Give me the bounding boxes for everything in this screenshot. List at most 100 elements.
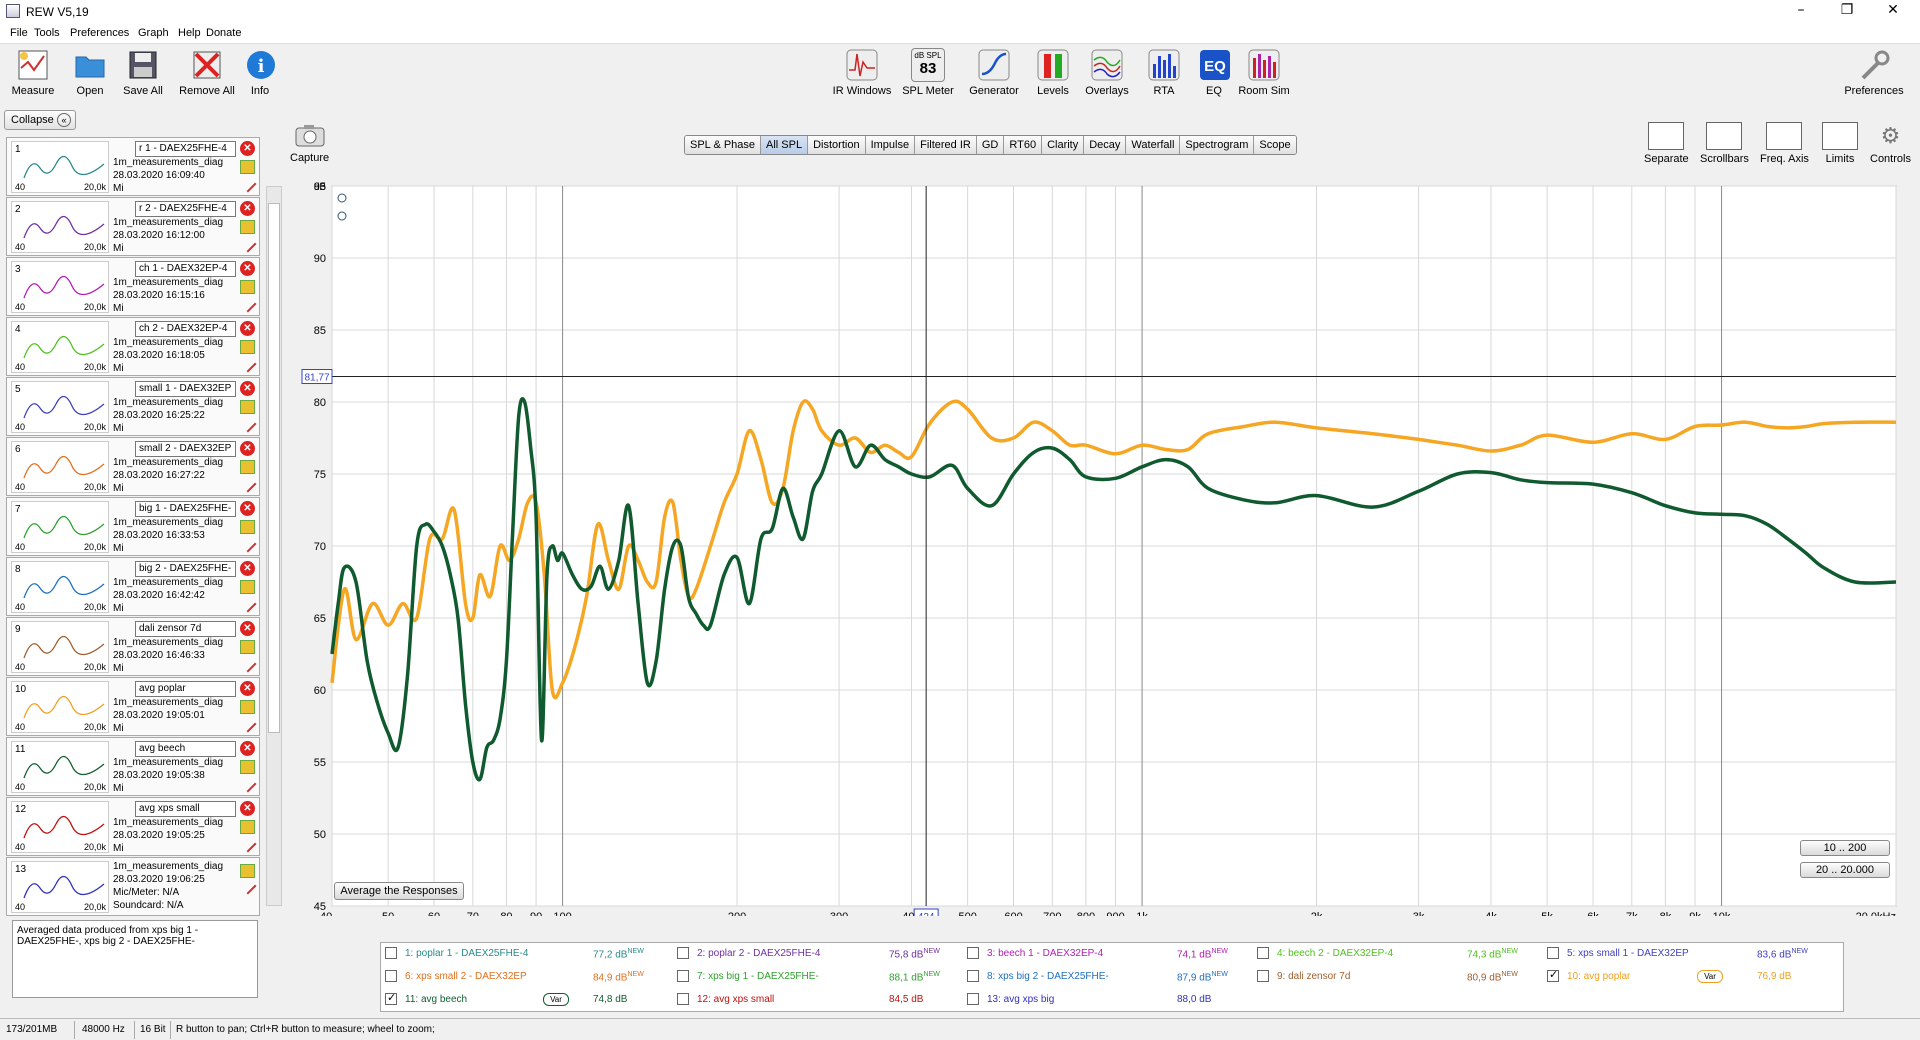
trace-checkbox[interactable]: ✓ xyxy=(1547,969,1559,982)
save-measurement-icon[interactable] xyxy=(240,520,255,534)
trace-checkbox[interactable] xyxy=(385,970,397,982)
tab-waterfall[interactable]: Waterfall xyxy=(1126,136,1181,154)
edit-pencil-icon[interactable] xyxy=(239,775,257,793)
trace-checkbox[interactable] xyxy=(677,993,689,1005)
trace-checkbox[interactable]: ✓ xyxy=(385,992,397,1005)
measurement-name-field[interactable]: ch 1 - DAEX32EP-4 xyxy=(135,261,236,277)
tab-rt60[interactable]: RT60 xyxy=(1004,136,1043,154)
save-measurement-icon[interactable] xyxy=(240,280,255,294)
delete-measurement-icon[interactable]: ✕ xyxy=(240,741,255,756)
delete-measurement-icon[interactable]: ✕ xyxy=(240,261,255,276)
measurement-item[interactable]: 6 40 20,0k small 2 - DAEX32EP 1m_measurement… xyxy=(6,437,260,496)
menu-donate[interactable]: Donate xyxy=(206,27,242,39)
save-measurement-icon[interactable] xyxy=(240,760,255,774)
edit-pencil-icon[interactable] xyxy=(239,715,257,733)
measurement-item[interactable]: 10 40 20,0k avg poplar 1m_measurements_diag 2… xyxy=(6,677,260,736)
save-all-button[interactable]: Save All xyxy=(120,48,166,97)
freq-axis-button[interactable]: Freq. Axis xyxy=(1760,122,1809,165)
edit-pencil-icon[interactable] xyxy=(239,475,257,493)
save-measurement-icon[interactable] xyxy=(240,400,255,414)
save-measurement-icon[interactable] xyxy=(240,340,255,354)
trace-checkbox[interactable] xyxy=(677,970,689,982)
measurement-name-field[interactable]: r 2 - DAEX25FHE-4 xyxy=(135,201,236,217)
capture-button[interactable]: Capture xyxy=(290,122,329,164)
range-button[interactable]: 10 .. 200 xyxy=(1800,840,1890,856)
measurement-name-field[interactable]: small 2 - DAEX32EP xyxy=(135,441,236,457)
measurement-name-field[interactable]: big 2 - DAEX25FHE- xyxy=(135,561,236,577)
measurement-item[interactable]: 11 40 20,0k avg beech 1m_measurements_diag 28… xyxy=(6,737,260,796)
edit-pencil-icon[interactable] xyxy=(239,175,257,193)
measurement-name-field[interactable]: avg poplar xyxy=(135,681,236,697)
delete-measurement-icon[interactable]: ✕ xyxy=(240,801,255,816)
delete-measurement-icon[interactable]: ✕ xyxy=(240,321,255,336)
room-sim-button[interactable]: Room Sim xyxy=(1236,48,1292,97)
tab-impulse[interactable]: Impulse xyxy=(865,136,916,154)
measurement-name-field[interactable]: dali zensor 7d xyxy=(135,621,236,637)
delete-measurement-icon[interactable]: ✕ xyxy=(240,501,255,516)
measurement-item[interactable]: 5 40 20,0k small 1 - DAEX32EP 1m_measurement… xyxy=(6,377,260,436)
measurement-list-scrollbar[interactable] xyxy=(266,186,282,906)
tab-all-spl[interactable]: All SPL xyxy=(761,136,809,154)
rta-button[interactable]: RTA xyxy=(1146,48,1182,97)
remove-all-button[interactable]: Remove All xyxy=(178,48,236,97)
measurement-name-field[interactable]: avg beech xyxy=(135,741,236,757)
delete-measurement-icon[interactable]: ✕ xyxy=(240,621,255,636)
trace-checkbox[interactable] xyxy=(967,970,979,982)
save-measurement-icon[interactable] xyxy=(240,220,255,234)
info-button[interactable]: i Info xyxy=(244,48,276,97)
measurement-item[interactable]: 8 40 20,0k big 2 - DAEX25FHE- 1m_measurement… xyxy=(6,557,260,616)
menu-preferences[interactable]: Preferences xyxy=(70,27,130,39)
spl-graph-svg[interactable]: 95 90 85 80 75 70 65 60 55 50 45 dB 40 50 60 70 80 90 100 2… xyxy=(290,178,1904,939)
menu-graph[interactable]: Graph xyxy=(138,27,169,39)
open-button[interactable]: Open xyxy=(70,48,110,97)
tab-filtered-ir[interactable]: Filtered IR xyxy=(915,136,977,154)
levels-button[interactable]: Levels xyxy=(1032,48,1074,97)
trace-checkbox[interactable] xyxy=(677,947,689,959)
edit-pencil-icon[interactable] xyxy=(239,595,257,613)
tab-scope[interactable]: Scope xyxy=(1254,136,1296,154)
minimize-button[interactable]: – xyxy=(1797,2,1805,18)
generator-button[interactable]: Generator xyxy=(966,48,1022,97)
delete-measurement-icon[interactable]: ✕ xyxy=(240,441,255,456)
menu-file[interactable]: File xyxy=(10,27,28,39)
trace-checkbox[interactable] xyxy=(1257,947,1269,959)
save-measurement-icon[interactable] xyxy=(240,580,255,594)
range-button[interactable]: 20 .. 20.000 xyxy=(1800,862,1890,878)
measurement-item[interactable]: 3 40 20,0k ch 1 - DAEX32EP-4 1m_measurements… xyxy=(6,257,260,316)
collapse-button[interactable]: Collapse « xyxy=(4,110,76,130)
measurement-item[interactable]: 4 40 20,0k ch 2 - DAEX32EP-4 1m_measurements… xyxy=(6,317,260,376)
delete-measurement-icon[interactable]: ✕ xyxy=(240,141,255,156)
measurement-notes[interactable]: Averaged data produced from xps big 1 - … xyxy=(12,920,258,998)
tab-decay[interactable]: Decay xyxy=(1084,136,1127,154)
measure-button[interactable]: Measure xyxy=(10,48,56,97)
tab-gd[interactable]: GD xyxy=(976,136,1005,154)
trace-checkbox[interactable] xyxy=(1547,947,1559,959)
edit-pencil-icon[interactable] xyxy=(239,877,257,895)
measurement-name-field[interactable]: r 1 - DAEX25FHE-4 xyxy=(135,141,236,157)
eq-button[interactable]: EQ EQ xyxy=(1198,48,1230,97)
separate-button[interactable]: Separate xyxy=(1644,122,1689,165)
measurement-item[interactable]: 2 40 20,0k r 2 - DAEX25FHE-4 1m_measurements… xyxy=(6,197,260,256)
save-measurement-icon[interactable] xyxy=(240,460,255,474)
delete-measurement-icon[interactable]: ✕ xyxy=(240,561,255,576)
edit-pencil-icon[interactable] xyxy=(239,415,257,433)
edit-pencil-icon[interactable] xyxy=(239,655,257,673)
trace-checkbox[interactable] xyxy=(385,947,397,959)
edit-pencil-icon[interactable] xyxy=(239,535,257,553)
save-measurement-icon[interactable] xyxy=(240,160,255,174)
measurement-item[interactable]: 13 40 20,0k 1m_measurements_diag 28.03.2020 … xyxy=(6,857,260,916)
ir-windows-button[interactable]: IR Windows xyxy=(830,48,894,97)
measurement-name-field[interactable]: ch 2 - DAEX32EP-4 xyxy=(135,321,236,337)
spl-graph[interactable]: 95 90 85 80 75 70 65 60 55 50 45 dB 40 50 60 70 80 90 100 2… xyxy=(290,178,1904,939)
edit-pencil-icon[interactable] xyxy=(239,355,257,373)
measurement-name-field[interactable]: big 1 - DAEX25FHE- xyxy=(135,501,236,517)
delete-measurement-icon[interactable]: ✕ xyxy=(240,381,255,396)
menu-help[interactable]: Help xyxy=(178,27,201,39)
scrollbar-thumb[interactable] xyxy=(268,203,280,733)
tab-clarity[interactable]: Clarity xyxy=(1042,136,1085,154)
save-measurement-icon[interactable] xyxy=(240,820,255,834)
measurement-item[interactable]: 1 40 20,0k r 1 - DAEX25FHE-4 1m_measurements… xyxy=(6,137,260,196)
preferences-button[interactable]: Preferences xyxy=(1842,48,1906,97)
controls-button[interactable]: ⚙ Controls xyxy=(1870,123,1911,165)
edit-pencil-icon[interactable] xyxy=(239,295,257,313)
